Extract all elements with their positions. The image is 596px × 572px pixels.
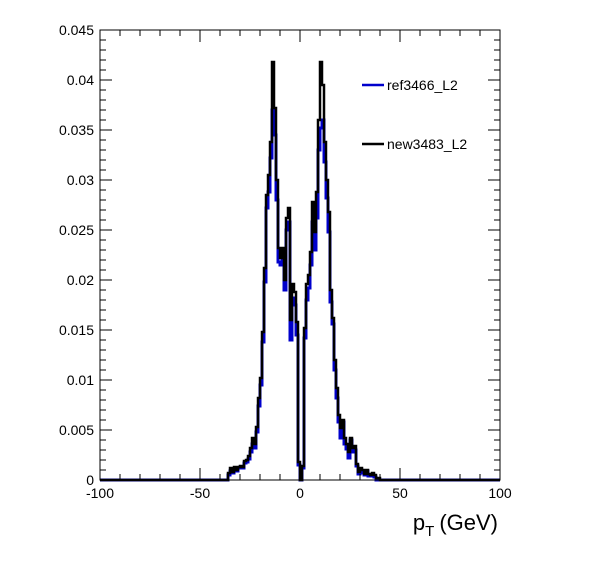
x-tick-label: 100 bbox=[488, 485, 512, 501]
y-tick-label: 0.02 bbox=[67, 272, 94, 288]
y-tick-label: 0.04 bbox=[67, 72, 94, 88]
series-new3483_L2-line bbox=[100, 60, 500, 482]
x-axis-title-unit: (GeV) bbox=[439, 510, 498, 535]
legend-label-new3483_L2: new3483_L2 bbox=[387, 136, 467, 152]
x-axis-title-main: p bbox=[413, 510, 425, 535]
y-axis-ticks: 0 0.005 0.01 0.015 0.02 0.025 0.03 0.035 0.04 0.0… bbox=[59, 22, 500, 488]
x-axis-title: pT (GeV) bbox=[413, 510, 498, 540]
y-tick-label: 0.015 bbox=[59, 322, 94, 338]
y-tick-label: 0.045 bbox=[59, 22, 94, 38]
legend-label-ref3466_L2: ref3466_L2 bbox=[387, 77, 458, 93]
x-tick-label: 0 bbox=[296, 485, 304, 501]
y-tick-label: 0.035 bbox=[59, 122, 94, 138]
y-tick-label: 0.025 bbox=[59, 222, 94, 238]
x-tick-label: -100 bbox=[86, 485, 114, 501]
x-axis-title-subscript: T bbox=[425, 523, 434, 540]
x-tick-label: 50 bbox=[392, 485, 408, 501]
y-tick-label: 0.01 bbox=[67, 372, 94, 388]
legend: ref3466_L2 new3483_L2 bbox=[362, 77, 467, 152]
x-tick-label: -50 bbox=[190, 485, 210, 501]
y-tick-label: 0 bbox=[86, 472, 94, 488]
y-tick-label: 0.03 bbox=[67, 172, 94, 188]
x-axis-ticks: -100 -50 0 50 100 bbox=[86, 30, 512, 501]
y-tick-label: 0.005 bbox=[59, 422, 94, 438]
